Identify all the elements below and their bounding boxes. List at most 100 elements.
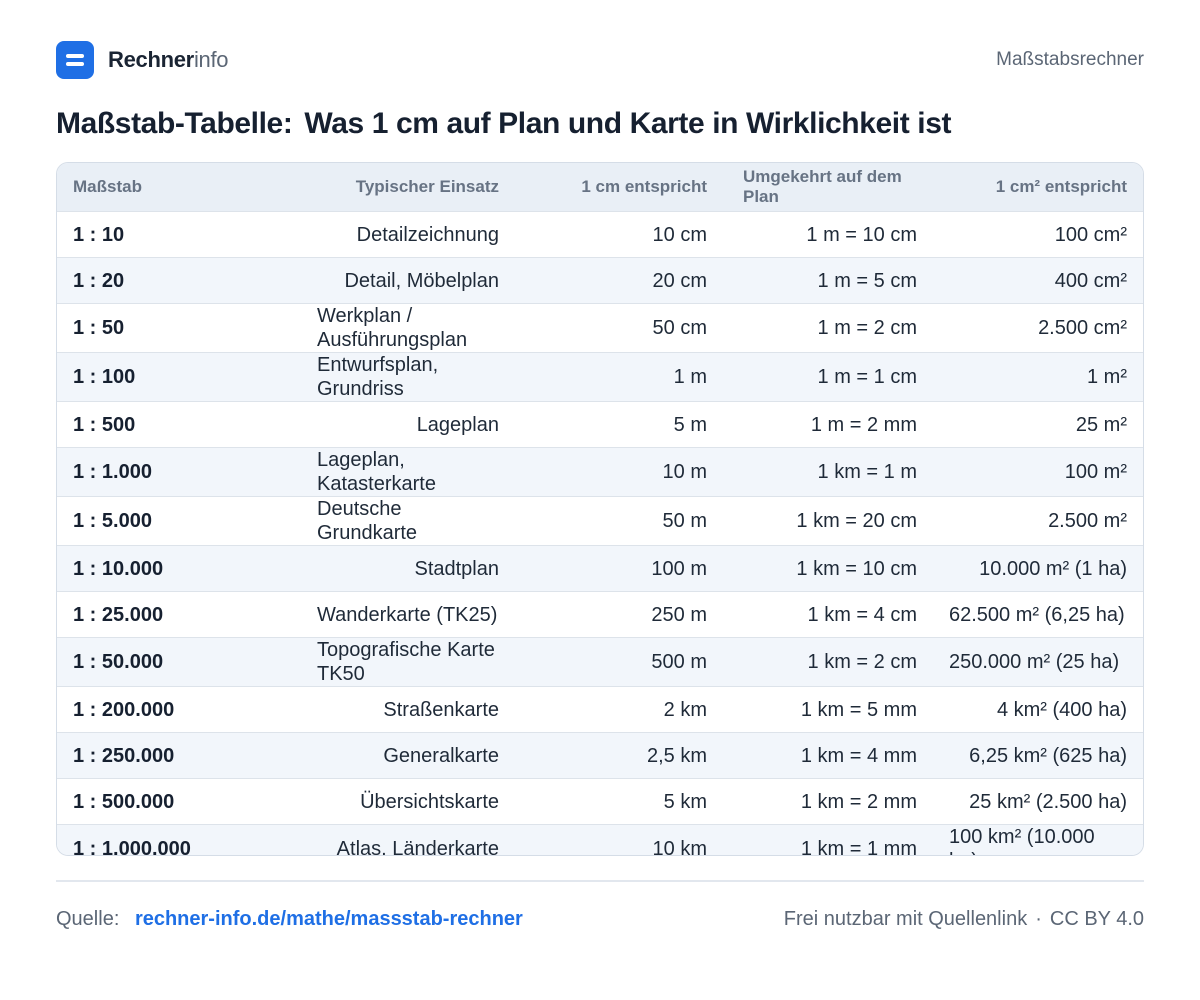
cell-area: 100 km² (10.000 ha) xyxy=(933,824,1143,855)
cell-reverse: 1 km = 5 mm xyxy=(723,686,933,733)
brand-name: Rechnerinfo xyxy=(108,47,229,73)
cell-use: Detailzeichnung xyxy=(301,211,515,258)
cell-scale: 1 : 500.000 xyxy=(57,778,301,825)
cell-area: 4 km² (400 ha) xyxy=(933,686,1143,733)
cell-reverse: 1 km = 2 mm xyxy=(723,778,933,825)
cell-use: Detail, Möbelplan xyxy=(301,257,515,304)
cell-reverse: 1 km = 20 cm xyxy=(723,496,933,546)
cell-reverse: 1 km = 2 cm xyxy=(723,637,933,687)
cell-use: Entwurfsplan, Grundriss xyxy=(301,352,515,402)
cell-cm: 10 m xyxy=(515,447,723,497)
page-title: Maßstab-Tabelle: Was 1 cm auf Plan und Ka… xyxy=(56,104,1144,144)
cell-scale: 1 : 25.000 xyxy=(57,591,301,638)
cell-scale: 1 : 1.000.000 xyxy=(57,824,301,855)
cell-reverse: 1 km = 1 mm xyxy=(723,824,933,855)
page-header: Rechnerinfo Maßstabsrechner xyxy=(56,40,1144,80)
cell-use: Topografische Karte TK50 xyxy=(301,637,515,687)
cell-area: 25 km² (2.500 ha) xyxy=(933,778,1143,825)
cell-cm: 1 m xyxy=(515,352,723,402)
cell-cm: 10 km xyxy=(515,824,723,855)
cell-cm: 50 m xyxy=(515,496,723,546)
table-row: 1 : 50 Werkplan / Ausführungsplan 50 cm 1 m… xyxy=(57,303,1143,353)
cell-area: 100 m² xyxy=(933,447,1143,497)
table-row: 1 : 1.000.000 Atlas, Länderkarte 10 km 1 km… xyxy=(57,824,1143,855)
cell-use: Generalkarte xyxy=(301,732,515,779)
source-label: Quelle: xyxy=(56,907,120,930)
cell-scale: 1 : 50.000 xyxy=(57,637,301,687)
table-row: 1 : 250.000 Generalkarte 2,5 km 1 km = 4 mm… xyxy=(57,732,1143,779)
logo-icon xyxy=(56,41,94,79)
column-header-reverse: Umgekehrt auf dem Plan xyxy=(743,167,902,206)
cell-reverse: 1 m = 2 mm xyxy=(723,401,933,448)
cell-cm: 20 cm xyxy=(515,257,723,304)
table-row: 1 : 200.000 Straßenkarte 2 km 1 km = 5 mm 4 … xyxy=(57,686,1143,733)
cell-reverse: 1 m = 1 cm xyxy=(723,352,933,402)
brand-name-strong: Rechner xyxy=(108,47,194,72)
table-row: 1 : 20 Detail, Möbelplan 20 cm 1 m = 5 cm 40… xyxy=(57,257,1143,304)
cell-scale: 1 : 500 xyxy=(57,401,301,448)
table-row: 1 : 500.000 Übersichtskarte 5 km 1 km = 2 m… xyxy=(57,778,1143,825)
cell-area: 62.500 m² (6,25 ha) xyxy=(933,591,1143,638)
cell-cm: 5 m xyxy=(515,401,723,448)
cell-area: 250.000 m² (25 ha) xyxy=(933,637,1143,687)
cell-cm: 50 cm xyxy=(515,303,723,353)
cell-use: Lageplan, Katasterkarte xyxy=(301,447,515,497)
cell-scale: 1 : 100 xyxy=(57,352,301,402)
cell-scale: 1 : 50 xyxy=(57,303,301,353)
source-link[interactable]: rechner-info.de/mathe/massstab-rechner xyxy=(134,907,523,930)
brand[interactable]: Rechnerinfo xyxy=(56,41,229,79)
cell-cm: 100 m xyxy=(515,545,723,592)
cell-reverse: 1 km = 4 cm xyxy=(723,591,933,638)
license-text: Frei nutzbar mit Quellenlink xyxy=(783,907,1028,930)
cell-reverse: 1 m = 10 cm xyxy=(723,211,933,258)
cell-cm: 5 km xyxy=(515,778,723,825)
cell-scale: 1 : 250.000 xyxy=(57,732,301,779)
cell-area: 6,25 km² (625 ha) xyxy=(933,732,1143,779)
column-header-use: Typischer Einsatz xyxy=(355,177,499,196)
cell-area: 100 cm² xyxy=(933,211,1143,258)
cell-use: Übersichtskarte xyxy=(301,778,515,825)
brand-name-light: info xyxy=(193,47,229,72)
table-header-row: Maßstab Typischer Einsatz 1 cm entsprich… xyxy=(57,163,1143,212)
license-badge: CC BY 4.0 xyxy=(1049,907,1144,930)
cell-area: 10.000 m² (1 ha) xyxy=(933,545,1143,592)
cell-area: 2.500 cm² xyxy=(933,303,1143,353)
column-header-scale: Maßstab xyxy=(73,177,142,196)
cell-use: Straßenkarte xyxy=(301,686,515,733)
cell-cm: 250 m xyxy=(515,591,723,638)
source: Quelle: rechner-info.de/mathe/massstab-r… xyxy=(56,908,523,931)
logo-bar xyxy=(66,62,84,66)
cell-use: Werkplan / Ausführungsplan xyxy=(301,303,515,353)
page-footer: Quelle: rechner-info.de/mathe/massstab-r… xyxy=(56,904,1144,934)
cell-scale: 1 : 1.000 xyxy=(57,447,301,497)
cell-reverse: 1 m = 2 cm xyxy=(723,303,933,353)
cell-use: Atlas, Länderkarte xyxy=(301,824,515,855)
cell-reverse: 1 km = 4 mm xyxy=(723,732,933,779)
cell-area: 2.500 m² xyxy=(933,496,1143,546)
column-header-area: 1 cm² entspricht xyxy=(995,177,1127,196)
cell-scale: 1 : 10 xyxy=(57,211,301,258)
cell-scale: 1 : 5.000 xyxy=(57,496,301,546)
cell-scale: 1 : 10.000 xyxy=(57,545,301,592)
cell-area: 1 m² xyxy=(933,352,1143,402)
cell-use: Wanderkarte (TK25) xyxy=(301,591,515,638)
cell-cm: 2,5 km xyxy=(515,732,723,779)
table-row: 1 : 10 Detailzeichnung 10 cm 1 m = 10 cm 100… xyxy=(57,211,1143,258)
scale-table-container: Maßstab Typischer Einsatz 1 cm entsprich… xyxy=(56,162,1144,856)
column-header-cm: 1 cm entspricht xyxy=(581,177,707,196)
cell-area: 400 cm² xyxy=(933,257,1143,304)
cell-scale: 1 : 20 xyxy=(57,257,301,304)
cell-reverse: 1 km = 10 cm xyxy=(723,545,933,592)
cell-use: Lageplan xyxy=(301,401,515,448)
license-info: Frei nutzbar mit Quellenlink · CC BY 4.0 xyxy=(784,908,1144,931)
cell-use: Stadtplan xyxy=(301,545,515,592)
page-title-part2: Was 1 cm auf Plan und Karte in Wirklichk… xyxy=(304,107,952,140)
table-body: 1 : 10 Detailzeichnung 10 cm 1 m = 10 cm 100… xyxy=(57,211,1143,855)
footer-separator: · xyxy=(1035,907,1042,930)
